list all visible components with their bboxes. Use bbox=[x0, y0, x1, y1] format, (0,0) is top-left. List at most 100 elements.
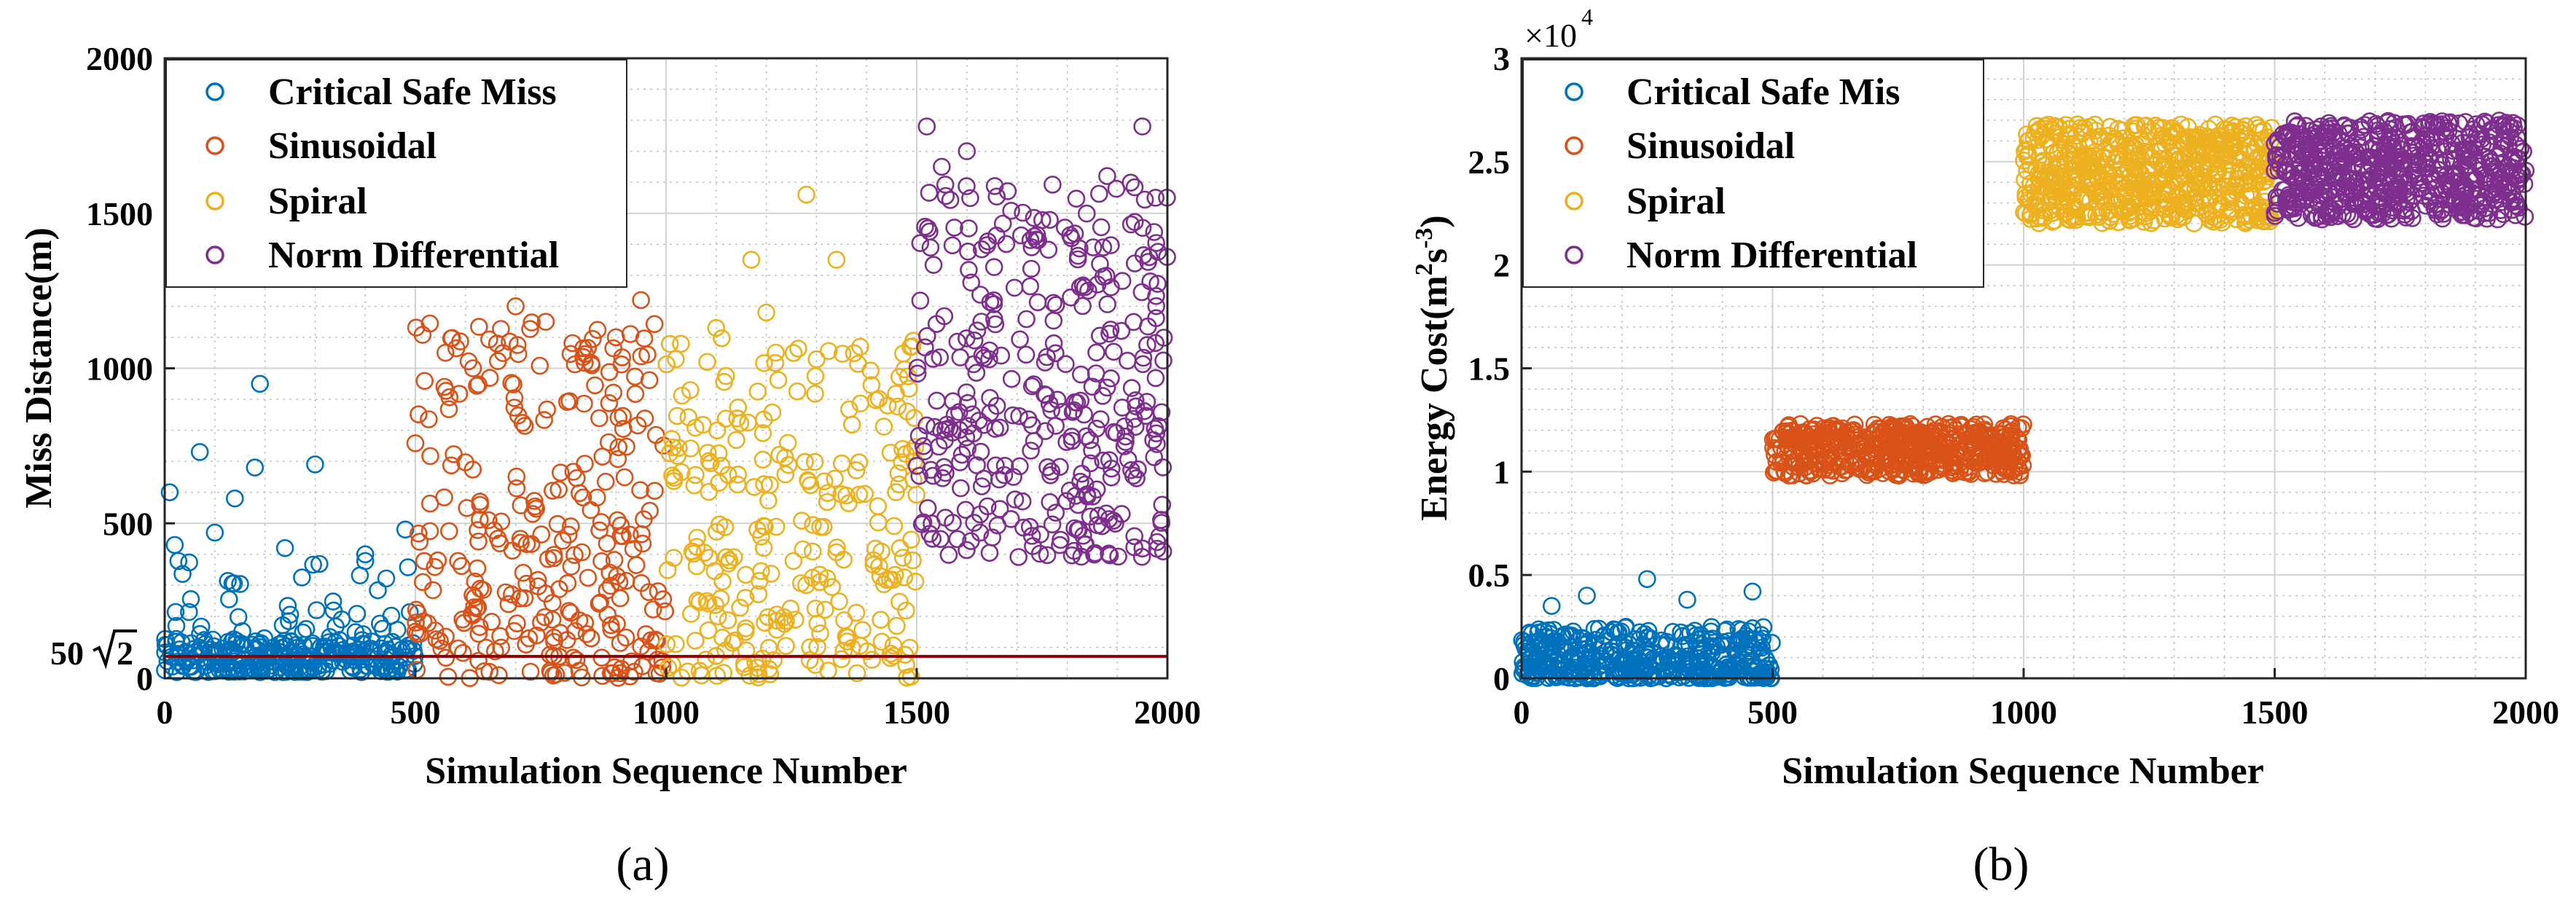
panel-b-y-tick-label: 0 bbox=[1493, 660, 1510, 697]
point-spiral bbox=[803, 568, 822, 587]
point-norm bbox=[1002, 201, 1020, 220]
point-norm bbox=[978, 497, 997, 516]
point-norm bbox=[2266, 161, 2284, 180]
point-norm bbox=[2322, 117, 2340, 136]
point-norm bbox=[940, 419, 959, 438]
point-critical bbox=[284, 659, 303, 677]
point-norm bbox=[1101, 321, 1120, 339]
point-spiral bbox=[716, 366, 735, 385]
point-critical bbox=[1739, 630, 1757, 649]
point-sinusoidal bbox=[593, 447, 612, 466]
point-spiral bbox=[786, 611, 804, 629]
point-norm bbox=[2340, 119, 2359, 138]
point-norm bbox=[1057, 355, 1075, 374]
point-sinusoidal bbox=[436, 382, 455, 400]
point-spiral bbox=[2100, 211, 2119, 230]
point-norm bbox=[1124, 313, 1143, 332]
point-sinusoidal bbox=[548, 514, 567, 533]
point-norm bbox=[2506, 192, 2525, 211]
point-sinusoidal bbox=[482, 613, 501, 631]
point-norm bbox=[1147, 424, 1166, 443]
point-norm bbox=[911, 234, 930, 253]
point-sinusoidal bbox=[453, 643, 472, 662]
point-norm bbox=[919, 219, 937, 238]
point-spiral bbox=[851, 337, 869, 356]
point-critical bbox=[287, 635, 305, 654]
point-sinusoidal bbox=[653, 652, 672, 670]
point-spiral bbox=[755, 475, 773, 493]
point-spiral bbox=[2055, 200, 2074, 219]
point-norm bbox=[1062, 288, 1080, 307]
point-spiral bbox=[2207, 210, 2226, 229]
point-sinusoidal bbox=[615, 468, 634, 487]
point-norm bbox=[972, 477, 991, 495]
point-critical bbox=[1580, 666, 1599, 684]
point-sinusoidal bbox=[469, 521, 487, 539]
point-spiral bbox=[2027, 144, 2046, 162]
point-sinusoidal bbox=[505, 389, 524, 407]
point-spiral bbox=[2052, 167, 2071, 186]
point-norm bbox=[1022, 442, 1040, 460]
point-norm bbox=[971, 442, 990, 461]
point-sinusoidal bbox=[614, 527, 632, 546]
point-sinusoidal bbox=[1780, 466, 1798, 485]
point-norm bbox=[2311, 117, 2330, 136]
point-critical bbox=[308, 601, 326, 619]
point-spiral bbox=[728, 409, 746, 428]
point-spiral bbox=[2027, 117, 2046, 136]
point-critical bbox=[1732, 621, 1751, 640]
point-norm bbox=[2339, 177, 2357, 195]
point-sinusoidal bbox=[632, 291, 650, 310]
point-norm bbox=[2460, 128, 2478, 146]
point-norm bbox=[2405, 187, 2424, 205]
point-critical bbox=[1541, 656, 1559, 675]
point-sinusoidal bbox=[592, 513, 611, 531]
point-spiral bbox=[2039, 115, 2058, 134]
point-norm bbox=[1022, 259, 1041, 278]
panel-a-y-tick-label: 500 bbox=[103, 505, 153, 542]
point-norm bbox=[958, 329, 976, 348]
point-norm bbox=[2267, 150, 2285, 169]
panel-b-x-tick-label: 1500 bbox=[2242, 694, 2309, 731]
point-sinusoidal bbox=[606, 328, 625, 347]
point-critical bbox=[1606, 621, 1625, 640]
point-spiral bbox=[2124, 122, 2143, 141]
point-spiral bbox=[660, 334, 679, 353]
point-spiral bbox=[800, 651, 819, 670]
point-spiral bbox=[700, 549, 719, 567]
panel-b-x-tick-label: 500 bbox=[1747, 694, 1798, 731]
point-spiral bbox=[748, 383, 767, 401]
point-norm bbox=[917, 416, 936, 435]
point-norm bbox=[1070, 520, 1088, 539]
point-norm bbox=[1133, 219, 1152, 238]
point-norm bbox=[1037, 386, 1055, 404]
point-spiral bbox=[731, 598, 749, 617]
point-sinusoidal bbox=[611, 516, 630, 535]
point-sinusoidal bbox=[453, 610, 472, 629]
point-sinusoidal bbox=[469, 598, 488, 616]
point-spiral bbox=[2246, 162, 2264, 181]
point-spiral bbox=[2072, 149, 2091, 168]
point-critical bbox=[1753, 629, 1772, 648]
point-norm bbox=[923, 530, 942, 548]
point-spiral bbox=[845, 344, 864, 363]
point-norm bbox=[1041, 493, 1059, 511]
point-spiral bbox=[900, 380, 918, 398]
point-norm bbox=[1104, 511, 1123, 530]
point-critical bbox=[369, 581, 387, 600]
point-norm bbox=[2367, 114, 2385, 133]
point-sinusoidal bbox=[499, 595, 518, 613]
point-spiral bbox=[686, 466, 705, 485]
point-spiral bbox=[858, 642, 877, 661]
panel-b-y-tick-label: 2.5 bbox=[1468, 144, 1511, 181]
point-norm bbox=[943, 236, 962, 255]
panel-b-scale-mantissa: ×10 bbox=[1524, 17, 1577, 54]
point-norm bbox=[1051, 536, 1069, 554]
point-sinusoidal bbox=[575, 394, 593, 413]
point-norm bbox=[2451, 198, 2469, 216]
point-norm bbox=[917, 117, 936, 136]
point-spiral bbox=[769, 371, 788, 389]
point-spiral bbox=[799, 472, 818, 490]
point-sinusoidal bbox=[609, 409, 628, 427]
point-norm bbox=[1152, 514, 1171, 532]
